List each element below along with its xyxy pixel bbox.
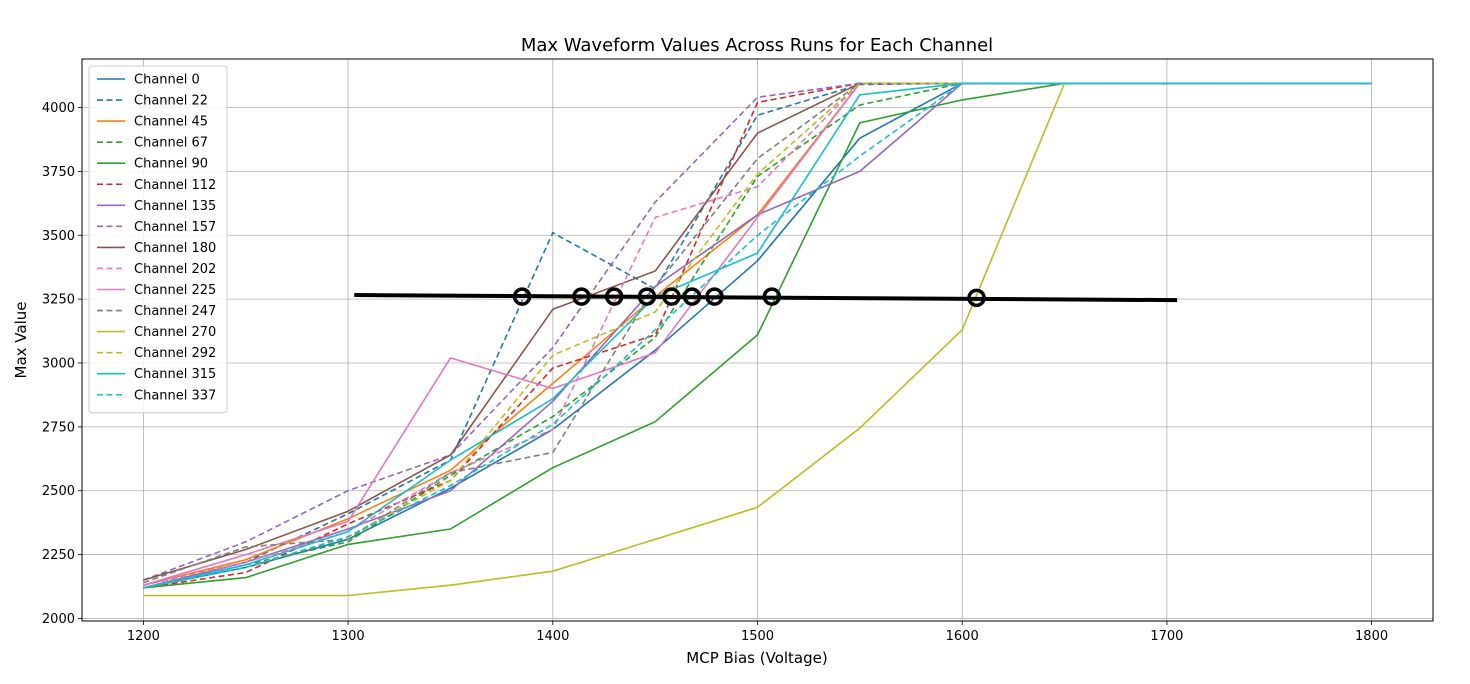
legend-label: Channel 292 [134,346,216,361]
annotation-marker [682,287,702,306]
series-line [143,82,1372,589]
series-line [143,82,1372,581]
legend-label: Channel 202 [134,262,216,277]
series-lines [143,82,1372,597]
y-tick-label: 2000 [42,612,75,627]
legend-label: Channel 22 [134,94,208,109]
x-tick-label: 1400 [536,629,569,644]
series-line [143,82,1372,597]
annotation-marker [572,287,591,306]
legend-label: Channel 67 [134,136,208,151]
x-axis-title: MCP Bias (Voltage) [686,649,827,667]
series-line [143,82,1372,589]
legend-label: Channel 180 [134,241,216,256]
y-tick-label: 3500 [42,229,75,244]
annotation-marker [512,287,532,306]
x-tick-label: 1700 [1150,629,1183,644]
legend-box [88,65,228,414]
legend-label: Channel 337 [134,388,216,403]
y-axis-title: Max Value [12,302,30,379]
annotation-marker [705,287,724,306]
legend-label: Channel 135 [134,199,216,214]
legend-label: Channel 225 [134,283,216,298]
annotation-marker [967,288,986,308]
series-line [143,82,1372,589]
plot-frame [81,58,1434,622]
legend-label: Channel 270 [134,325,216,340]
y-tick-label: 2750 [42,420,75,435]
legend-label: Channel 90 [134,157,208,172]
y-tick-label: 4000 [42,101,75,116]
annotation-marker [662,287,681,306]
y-tick-label: 3000 [42,356,75,371]
y-tick-label: 3250 [42,293,75,308]
x-tick-label: 1600 [946,629,979,644]
x-tick-label: 1200 [127,629,160,644]
x-tick-label: 1500 [741,629,774,644]
annotation-marker [604,287,624,306]
y-tick-label: 3750 [42,165,75,180]
y-tick-label: 2250 [42,548,75,563]
annotation-marker [637,287,657,306]
y-tick-label: 2500 [42,484,75,499]
legend-label: Channel 112 [134,178,216,193]
annotation [354,287,1178,308]
axis-ticks: 1200 1300 1400 1500 1600 1700 1800 2000 2250 2500… [42,101,1388,644]
x-tick-label: 1800 [1355,629,1388,644]
x-tick-label: 1300 [332,629,365,644]
legend-label: Channel 45 [134,115,208,130]
legend: Channel 0 Channel 22 Channel 45 Channel 67 C… [88,65,228,414]
legend-label: Channel 315 [134,367,216,382]
chart-title: Max Waveform Values Across Runs for Each… [521,35,993,56]
legend-label: Channel 0 [134,73,200,88]
legend-label: Channel 247 [134,304,216,319]
legend-label: Channel 157 [134,220,216,235]
annotation-marker [762,287,782,306]
